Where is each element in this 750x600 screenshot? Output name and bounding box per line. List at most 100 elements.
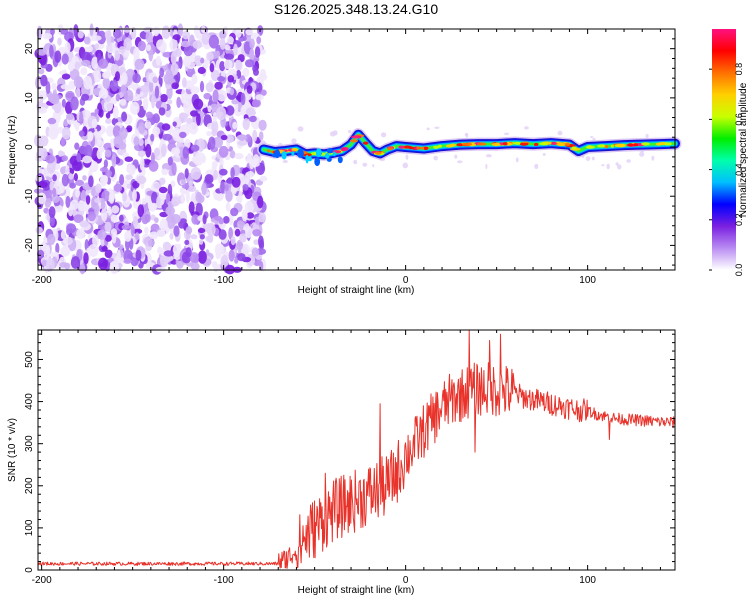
spectrogram-noise-cell: [160, 93, 168, 103]
spectrogram-speck: [557, 130, 563, 136]
spectrogram-noise-cell: [149, 231, 159, 240]
spectrogram-noise-cell: [251, 247, 260, 257]
spectrogram-noise-cell: [199, 239, 204, 245]
spectrogram-noise-cell: [186, 61, 196, 69]
spectrogram-noise-cell: [240, 243, 251, 256]
snr-frame: [37, 329, 676, 571]
snr-panel: -200 -100 0 100 0 100 200 300 400 500 Height of …: [7, 329, 676, 596]
spectrogram-noise-cell: [38, 135, 49, 147]
spectrogram-noise-cell: [40, 74, 48, 87]
spectrogram-noise-cell: [235, 59, 242, 71]
spectrogram-ridge-peak: [477, 142, 487, 146]
spectrogram-speck: [362, 162, 368, 167]
spectrogram-noise-cell: [214, 243, 225, 256]
spectrogram-speck: [433, 155, 439, 161]
spectrogram-noise-cell: [57, 37, 62, 46]
spectrogram-noise-cell: [81, 93, 90, 101]
spectrogram-noise-cell: [80, 189, 87, 204]
spectrogram-noise-cell: [183, 45, 193, 57]
spectrogram-noise-cell: [45, 154, 55, 164]
spectrogram-noise-cell: [132, 73, 141, 84]
spectrogram-noise-cell: [236, 220, 245, 229]
spectrogram-noise-cell: [70, 199, 79, 210]
spectrogram-noise-cell: [259, 175, 268, 182]
spectrogram-noise-cell: [242, 35, 247, 42]
spectrogram-noise-cell: [258, 119, 267, 131]
spectrogram-noise-cell: [61, 98, 66, 108]
spectrogram-noise-cell: [197, 250, 207, 264]
spectrogram-noise-cell: [102, 72, 107, 79]
spectrogram-noise-cell: [170, 62, 179, 75]
spectrogram-noise-cell: [156, 229, 166, 238]
spectrogram-noise-blobs: [33, 23, 669, 275]
spectrogram-noise-cell: [38, 68, 45, 75]
spectrogram-noise-cell: [157, 246, 163, 255]
spectrogram-noise-cell: [66, 113, 74, 120]
spectrogram-noise-cell: [199, 234, 205, 240]
spectrogram-noise-cell: [216, 89, 227, 102]
spectrogram-speck: [282, 159, 288, 164]
spectrogram-noise-cell: [47, 233, 56, 246]
spectrogram-ridge-blob: [337, 156, 343, 164]
spectrogram-ridge-blob: [308, 156, 312, 162]
spectrogram-noise-cell: [64, 262, 71, 270]
spectrogram-noise-cell: [49, 181, 54, 191]
spectrogram-noise-cell: [161, 25, 171, 39]
spectrogram-noise-cell: [245, 134, 252, 143]
spectrogram-ridge-blob: [326, 148, 334, 154]
spectrogram-noise-cell: [167, 99, 173, 105]
snr-x-tick-label: 0: [403, 575, 409, 586]
spectrogram-noise-cell: [61, 53, 69, 65]
spectrogram-noise-cell: [236, 239, 243, 251]
spectrogram-ridge-peak: [550, 141, 557, 145]
spectrogram-noise-cell: [159, 218, 168, 232]
spectrogram-noise-cell: [162, 133, 173, 141]
spectrogram-noise-cell: [235, 27, 242, 38]
spectrogram-ridge-peak: [456, 143, 464, 147]
spectrogram-ridge-blob: [305, 154, 309, 164]
spectrogram-noise-cell: [213, 262, 219, 273]
spectrogram-noise-cell: [148, 47, 154, 62]
spectrogram-noise-cell: [37, 107, 48, 114]
spectrogram-ridge-peak: [491, 142, 501, 147]
spectrogram-ridge-peak: [619, 144, 626, 148]
snr-x-tick-label: -100: [214, 575, 234, 586]
spectrogram-noise-cell: [230, 207, 239, 217]
spectrogram-ridge-peak: [539, 142, 550, 146]
spectrogram-noise-cell: [104, 149, 112, 158]
spectrogram-noise-cell: [258, 131, 264, 141]
spectrogram-y-tick-label: -10: [24, 189, 35, 204]
spectrogram-noise-cell: [163, 250, 174, 257]
spectrogram-noise-cell: [196, 113, 201, 126]
spectrogram-noise-cell: [208, 34, 219, 49]
spectrogram-speck: [485, 163, 488, 170]
spectrogram-noise-cell: [234, 257, 239, 264]
spectrogram-noise-cell: [190, 234, 198, 240]
spectrogram-noise-cell: [126, 125, 133, 132]
spectrogram-noise-cell: [76, 228, 85, 240]
spectrogram-speck: [626, 159, 631, 163]
spectrogram-ridge-peak: [571, 146, 576, 150]
spectrogram-x-tick-label: 100: [579, 275, 596, 286]
snr-y-tick-label: 300: [24, 435, 35, 452]
spectrogram-noise-cell: [119, 214, 124, 222]
spectrogram-noise-cell: [75, 179, 84, 186]
spectrogram-noise-cell: [258, 212, 266, 223]
spectrogram-noise-cell: [217, 76, 226, 82]
spectrogram-noise-cell: [124, 230, 132, 242]
spectrogram-noise-cell: [171, 147, 181, 156]
spectrogram-noise-cell: [184, 123, 191, 131]
spectrogram-noise-cell: [54, 50, 62, 63]
spectrogram-noise-cell: [61, 155, 68, 162]
spectrogram-ridge-peak: [461, 142, 473, 146]
spectrogram-ridge-peak: [349, 139, 358, 143]
spectrogram-noise-cell: [51, 82, 57, 91]
spectrogram-noise-cell: [73, 24, 79, 38]
spectrogram-noise-cell: [260, 89, 267, 96]
spectrogram-noise-cell: [171, 82, 179, 90]
spectrogram-noise-cell: [154, 217, 159, 224]
spectrogram-noise-cell: [223, 216, 230, 224]
spectrogram-noise-cell: [97, 229, 107, 240]
spectrogram-noise-cell: [159, 67, 165, 78]
spectrogram-speck: [590, 135, 594, 139]
